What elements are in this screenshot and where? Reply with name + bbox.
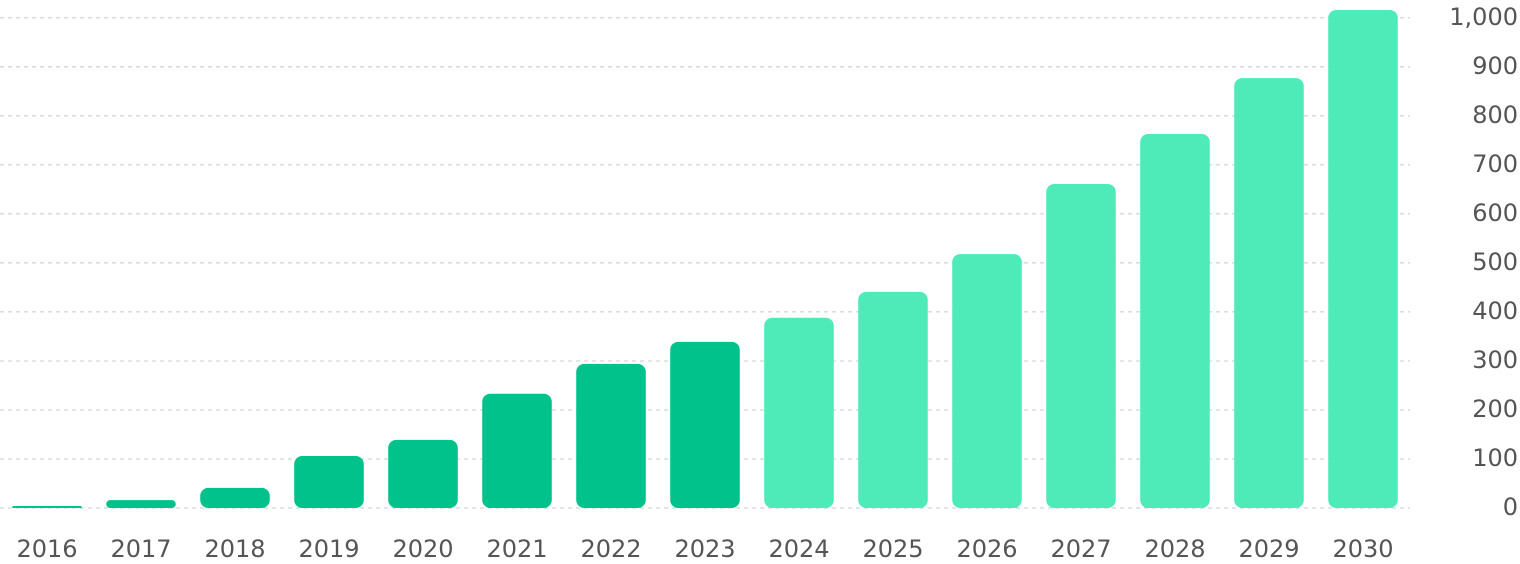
- y-tick-label: 800: [1472, 101, 1518, 129]
- bar: [1046, 183, 1116, 508]
- y-tick-label: 0: [1503, 493, 1518, 521]
- y-tick-label: 400: [1472, 297, 1518, 325]
- y-tick-label: 500: [1472, 248, 1518, 276]
- y-tick-label: 600: [1472, 199, 1518, 227]
- y-tick-label: 900: [1472, 52, 1518, 80]
- x-tick-label: 2028: [1144, 535, 1205, 563]
- x-tick-label: 2021: [486, 535, 547, 563]
- x-tick-label: 2016: [16, 535, 77, 563]
- bar: [1234, 78, 1304, 509]
- x-tick-label: 2022: [580, 535, 641, 563]
- bar: [106, 500, 176, 508]
- bar: [670, 341, 740, 508]
- bar: [1140, 133, 1210, 508]
- x-tick-label: 2019: [298, 535, 359, 563]
- bar: [764, 317, 834, 508]
- x-tick-label: 2030: [1332, 535, 1393, 563]
- y-tick-label: 700: [1472, 150, 1518, 178]
- x-tick-label: 2027: [1050, 535, 1111, 563]
- bar: [388, 439, 458, 508]
- bar: [1328, 9, 1398, 508]
- bar: [952, 254, 1022, 508]
- x-tick-label: 2020: [392, 535, 453, 563]
- bar: [12, 506, 82, 508]
- x-tick-label: 2029: [1238, 535, 1299, 563]
- x-tick-label: 2025: [862, 535, 923, 563]
- x-tick-label: 2018: [204, 535, 265, 563]
- x-tick-label: 2024: [768, 535, 829, 563]
- bar: [200, 487, 270, 508]
- x-tick-label: 2026: [956, 535, 1017, 563]
- y-tick-label: 1,000: [1449, 3, 1518, 31]
- x-tick-label: 2023: [674, 535, 735, 563]
- y-tick-label: 300: [1472, 346, 1518, 374]
- bar: [858, 291, 928, 508]
- bar: [482, 393, 552, 508]
- y-tick-label: 200: [1472, 395, 1518, 423]
- y-tick-label: 100: [1472, 444, 1518, 472]
- x-tick-label: 2017: [110, 535, 171, 563]
- bar: [576, 363, 646, 508]
- bar: [294, 456, 364, 508]
